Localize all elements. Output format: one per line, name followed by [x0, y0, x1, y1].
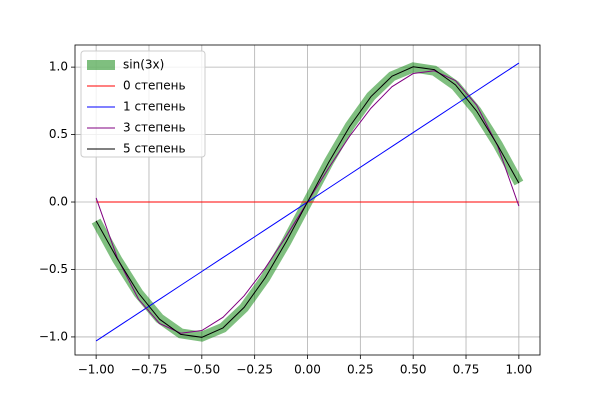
legend-label: 5 степень: [123, 142, 186, 156]
y-tick-label: 1.0: [49, 60, 68, 74]
legend-box: [80, 50, 206, 158]
line: [95, 66, 520, 338]
x-tick-label: 0.25: [347, 363, 374, 377]
legend-label: 3 степень: [123, 121, 186, 135]
legend-label: 0 степень: [123, 79, 186, 93]
x-tick-label: 0.00: [294, 363, 321, 377]
x-tick-label: 0.50: [400, 363, 427, 377]
x-tick-label: 0.75: [453, 363, 480, 377]
legend-label: sin(3x): [123, 58, 164, 72]
x-tick-label: −0.50: [183, 363, 220, 377]
y-tick-label: −1.0: [39, 329, 68, 343]
x-tick-label: 1.00: [506, 363, 533, 377]
x-tick-label: −0.25: [236, 363, 273, 377]
y-tick-label: −0.5: [39, 262, 68, 276]
legend-label: 1 степень: [123, 100, 186, 114]
x-tick-label: −0.75: [131, 363, 168, 377]
y-tick-label: 0.0: [49, 195, 68, 209]
axes-frame: [74, 44, 541, 356]
x-tick-label: −1.00: [78, 363, 115, 377]
y-tick-label: 0.5: [49, 127, 68, 141]
